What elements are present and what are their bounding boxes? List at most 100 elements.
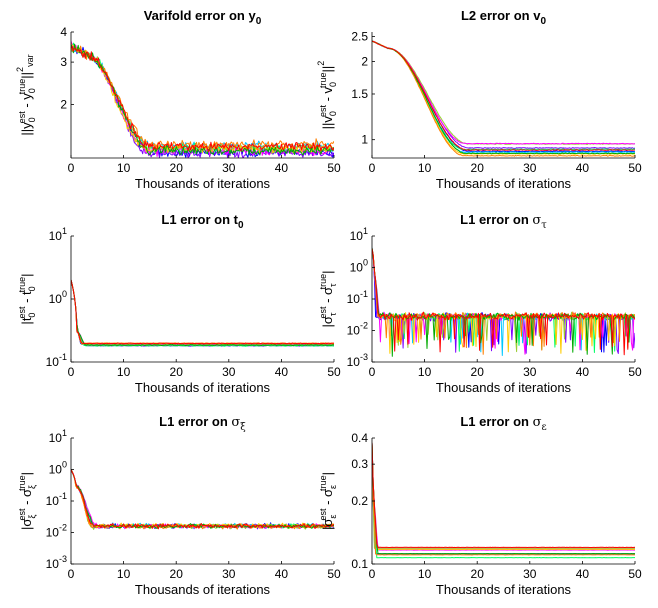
y-tick-label: 100: [49, 289, 67, 306]
y-tick-label: 101: [49, 428, 67, 445]
x-tick-label: 20: [170, 161, 184, 175]
x-tick-label: 0: [68, 365, 75, 379]
x-axis-label: Thousands of iterations: [436, 582, 572, 597]
series-line-5: [71, 468, 334, 530]
subplot-2: 0 10 20 30 40 50 1 1.5 2 2.5 Thousands of iteratio…: [316, 8, 642, 191]
y-tick-label: 4: [60, 25, 67, 39]
series-line-9: [372, 248, 635, 357]
series-group: [372, 247, 635, 357]
series-line-9: [372, 40, 635, 155]
series-line-10: [372, 442, 635, 548]
x-axis-label: Thousands of iterations: [436, 380, 572, 395]
x-tick-label: 10: [117, 567, 131, 581]
x-tick-label: 50: [327, 161, 341, 175]
chart-title: L1 error on στ: [460, 212, 547, 231]
series-line-9: [71, 279, 334, 346]
x-tick-label: 50: [628, 161, 642, 175]
series-group: [71, 279, 334, 347]
series-group: [372, 442, 635, 559]
x-tick-label: 40: [275, 567, 289, 581]
series-line-4: [71, 279, 334, 347]
series-line-2: [71, 279, 334, 347]
series-line-9: [71, 469, 334, 529]
series-line-7: [372, 40, 635, 155]
y-axis-label: |t0est - t0true|: [17, 273, 37, 324]
series-line-5: [372, 442, 635, 549]
y-tick-label: 101: [49, 226, 67, 243]
y-axis-label: ||v0est - v0true||2: [316, 61, 338, 130]
chart-title: Varifold error on y0: [144, 8, 262, 27]
y-tick-label: 0.4: [351, 431, 368, 445]
series-line-1: [71, 469, 334, 529]
x-tick-label: 50: [327, 567, 341, 581]
x-tick-label: 20: [170, 567, 184, 581]
x-tick-label: 0: [369, 567, 376, 581]
x-tick-label: 40: [576, 161, 590, 175]
series-line-4: [372, 442, 635, 559]
chart-title: L1 error on σε: [460, 414, 546, 433]
series-line-6: [71, 469, 334, 530]
x-tick-label: 50: [628, 365, 642, 379]
series-line-8: [71, 42, 334, 151]
series-line-4: [372, 40, 635, 151]
y-tick-label: 10-1: [46, 491, 67, 508]
series-line-7: [372, 442, 635, 550]
x-axis-label: Thousands of iterations: [135, 582, 271, 597]
x-tick-label: 30: [523, 365, 537, 379]
y-tick-label: 10-3: [347, 352, 368, 369]
series-line-4: [71, 468, 334, 529]
x-axis-label: Thousands of iterations: [135, 176, 271, 191]
x-tick-label: 0: [68, 161, 75, 175]
y-tick-label: 3: [60, 55, 67, 69]
chart-title: L2 error on v0: [461, 8, 546, 27]
x-tick-label: 40: [275, 161, 289, 175]
x-tick-label: 30: [222, 567, 236, 581]
y-tick-label: 2: [361, 55, 368, 69]
series-line-2: [372, 40, 635, 149]
subplot-5: 0 10 20 30 40 50 10-3 10-2 10-1 100 101 Thousands o…: [17, 414, 341, 597]
series-line-9: [71, 43, 334, 156]
series-line-1: [71, 44, 334, 158]
series-line-8: [372, 40, 635, 157]
series-line-10: [372, 40, 635, 151]
y-axis-label: |σεest - σεtrue|: [318, 472, 338, 530]
series-line-7: [71, 469, 334, 529]
series-line-10: [71, 46, 334, 153]
y-tick-label: 101: [350, 226, 368, 243]
x-tick-label: 30: [222, 161, 236, 175]
subplot-1: 0 10 20 30 40 50 2 3 4 Thousands of iterations Var…: [15, 8, 341, 191]
x-axis-label: Thousands of iterations: [135, 380, 271, 395]
x-tick-label: 10: [418, 567, 432, 581]
x-tick-label: 0: [369, 161, 376, 175]
series-line-3: [372, 442, 635, 551]
x-tick-label: 10: [117, 365, 131, 379]
series-line-2: [372, 442, 635, 549]
x-tick-label: 40: [576, 365, 590, 379]
x-tick-label: 20: [471, 567, 485, 581]
y-tick-label: 100: [49, 460, 67, 477]
x-tick-label: 10: [117, 161, 131, 175]
subplot-6: 0 10 20 30 40 50 0.1 0.2 0.3 0.4 Thousands of iter…: [318, 414, 642, 597]
series-line-6: [372, 40, 635, 145]
y-tick-label: 0.3: [351, 457, 368, 471]
series-line-8: [372, 442, 635, 556]
x-tick-label: 50: [327, 365, 341, 379]
series-line-8: [71, 469, 334, 530]
subplot-4: 0 10 20 30 40 50 10-3 10-2 10-1 100 101 Thousands o…: [318, 212, 642, 395]
series-line-2: [71, 46, 334, 158]
series-line-3: [71, 44, 334, 152]
y-tick-label: 2: [60, 98, 67, 112]
series-line-1: [71, 279, 334, 346]
x-tick-label: 20: [471, 161, 485, 175]
series-line-2: [71, 469, 334, 530]
y-tick-label: 1.5: [351, 87, 368, 101]
series-line-6: [71, 41, 334, 157]
series-line-3: [372, 40, 635, 154]
series-line-7: [71, 279, 334, 345]
x-tick-label: 50: [628, 567, 642, 581]
x-tick-label: 10: [418, 161, 432, 175]
chart-title: L1 error on σξ: [159, 414, 246, 433]
series-line-10: [71, 469, 334, 530]
series-line-4: [71, 42, 334, 154]
